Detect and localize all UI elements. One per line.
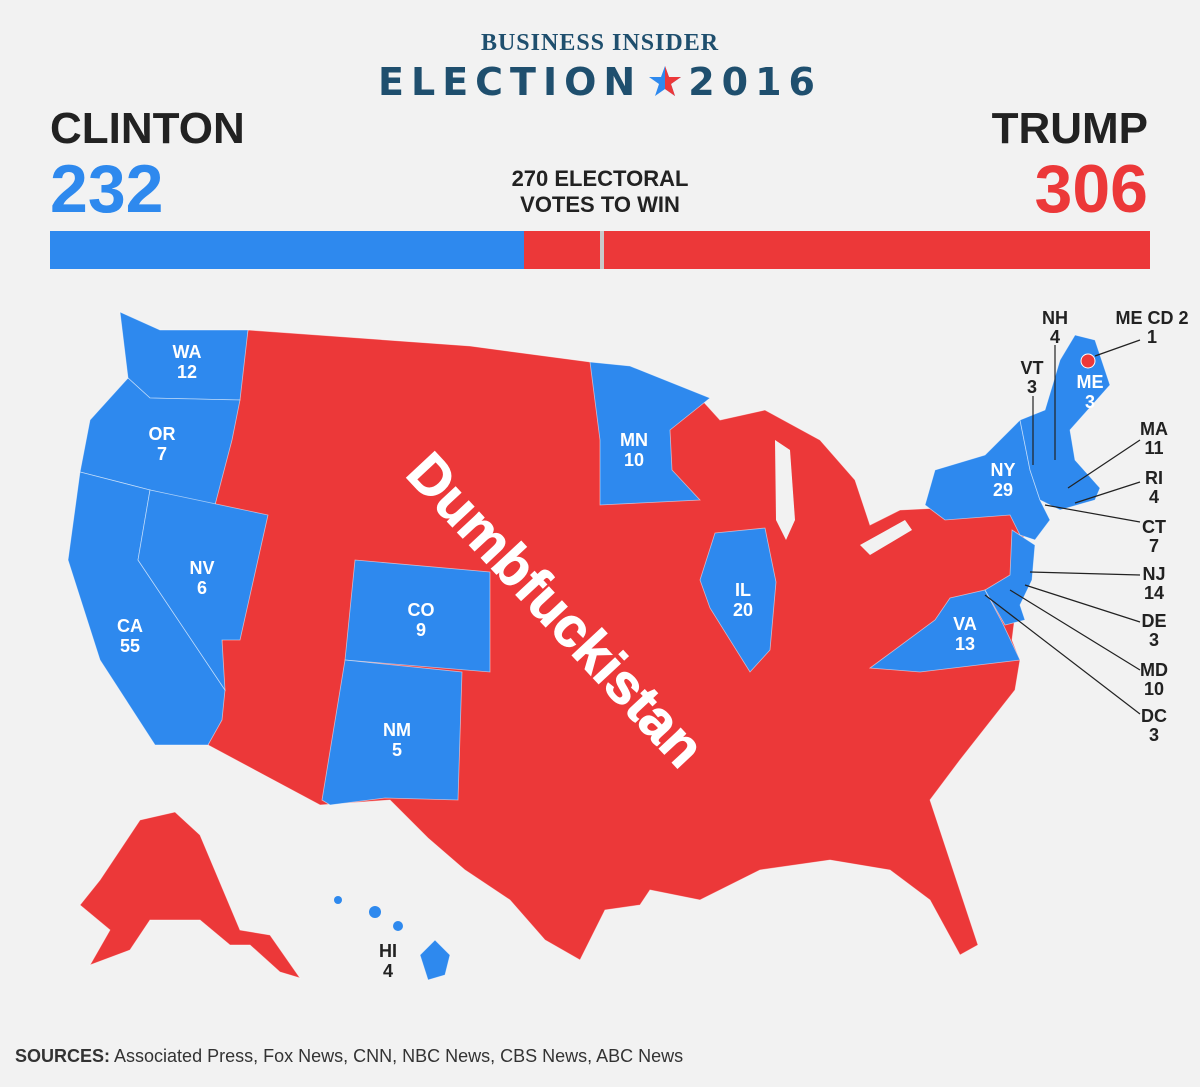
state-votes-hi: 4 bbox=[383, 961, 393, 981]
state-nm bbox=[321, 659, 463, 806]
clinton-votes: 232 bbox=[50, 151, 164, 227]
state-label-or: OR bbox=[149, 424, 176, 444]
state-ny bbox=[924, 419, 1051, 541]
trump-name: TRUMP bbox=[991, 104, 1148, 153]
state-label-nv: NV bbox=[189, 558, 214, 578]
state-votes-va: 13 bbox=[955, 634, 975, 654]
callout-label-md: MD bbox=[1140, 660, 1168, 680]
callout-votes-ma: 11 bbox=[1144, 438, 1163, 458]
state-new-england bbox=[1019, 334, 1111, 511]
callout-label-ct: CT bbox=[1142, 517, 1166, 537]
callout-votes-ct: 7 bbox=[1149, 536, 1159, 556]
state-votes-ca: 55 bbox=[120, 636, 140, 656]
callout-votes-de: 3 bbox=[1149, 630, 1159, 650]
callout-label-dc: DC bbox=[1141, 706, 1167, 726]
state-label-nm: NM bbox=[383, 720, 411, 740]
clinton-vote-fill bbox=[50, 231, 525, 269]
callout-votes-md: 10 bbox=[1144, 679, 1164, 699]
state-votes-nm: 5 bbox=[392, 740, 402, 760]
state-label-wa: WA bbox=[173, 342, 202, 362]
state-label-va: VA bbox=[953, 614, 977, 634]
callout-label-vt: VT bbox=[1020, 358, 1043, 378]
state-label-ny: NY bbox=[990, 460, 1015, 480]
callout-label-ri: RI bbox=[1145, 468, 1163, 488]
state-votes-il: 20 bbox=[733, 600, 753, 620]
votes-to-win-line1: 270 ELECTORAL bbox=[511, 166, 689, 191]
trump-votes: 306 bbox=[1034, 151, 1148, 227]
lake-michigan bbox=[775, 440, 795, 540]
callout-label-nj: NJ bbox=[1142, 564, 1165, 584]
callout-votes-vt: 3 bbox=[1027, 377, 1037, 397]
state-label-co: CO bbox=[408, 600, 435, 620]
state-label-mn: MN bbox=[620, 430, 648, 450]
state-nv bbox=[137, 489, 269, 692]
hawaii-island-1 bbox=[369, 906, 381, 918]
sources-line: SOURCES: Associated Press, Fox News, CNN… bbox=[15, 1046, 683, 1067]
state-votes-me: 3 bbox=[1085, 392, 1095, 412]
hawaii-island-3 bbox=[334, 896, 342, 904]
state-mn bbox=[589, 361, 711, 506]
state-votes-mn: 10 bbox=[624, 450, 644, 470]
state-votes-wa: 12 bbox=[177, 362, 197, 382]
sources-label: SOURCES: bbox=[15, 1046, 111, 1066]
election-word: ELECTION bbox=[378, 60, 643, 104]
callout-label-ma: MA bbox=[1140, 419, 1168, 439]
state-alaska bbox=[79, 811, 301, 979]
threshold-marker bbox=[600, 231, 605, 269]
callout-votes-nh: 4 bbox=[1050, 327, 1060, 347]
hawaii-island-2 bbox=[393, 921, 403, 931]
state-label-me: ME bbox=[1077, 372, 1104, 392]
brand-name: BUSINESS INSIDER bbox=[480, 30, 720, 56]
state-votes-nv: 6 bbox=[197, 578, 207, 598]
callout-label-de: DE bbox=[1141, 611, 1166, 631]
state-votes-or: 7 bbox=[157, 444, 167, 464]
state-label-hi: HI bbox=[379, 941, 397, 961]
state-votes-ny: 29 bbox=[993, 480, 1013, 500]
callout-votes-nj: 14 bbox=[1144, 583, 1164, 603]
callout-label-nh: NH bbox=[1042, 308, 1068, 328]
callout-lines bbox=[984, 339, 1141, 715]
votes-to-win-label: 270 ELECTORAL VOTES TO WIN bbox=[450, 166, 750, 218]
star-icon bbox=[648, 63, 682, 107]
lake-erie bbox=[860, 520, 912, 555]
state-red-mainland bbox=[207, 329, 1026, 961]
state-va bbox=[868, 589, 1021, 673]
callout-label-me-cd-2: ME CD 2 bbox=[1115, 308, 1188, 328]
sources-text: Associated Press, Fox News, CNN, NBC New… bbox=[114, 1046, 684, 1066]
state-nj-de-md bbox=[984, 529, 1036, 626]
state-co bbox=[344, 559, 491, 673]
clinton-name: CLINTON bbox=[50, 104, 245, 153]
callout-votes-me-cd-2: 1 bbox=[1147, 327, 1157, 347]
callout-votes-dc: 3 bbox=[1149, 725, 1159, 745]
votes-to-win-line2: VOTES TO WIN bbox=[520, 192, 680, 217]
state-il bbox=[699, 527, 777, 673]
state-votes-co: 9 bbox=[416, 620, 426, 640]
election-title: ELECTION 2016 bbox=[0, 60, 1200, 107]
election-year: 2016 bbox=[688, 60, 822, 104]
me-cd2-dot bbox=[1080, 353, 1096, 369]
state-hawaii bbox=[419, 939, 451, 981]
state-label-il: IL bbox=[735, 580, 751, 600]
electoral-vote-bar bbox=[50, 231, 1150, 269]
callout-votes-ri: 4 bbox=[1149, 487, 1159, 507]
state-label-ca: CA bbox=[117, 616, 143, 636]
